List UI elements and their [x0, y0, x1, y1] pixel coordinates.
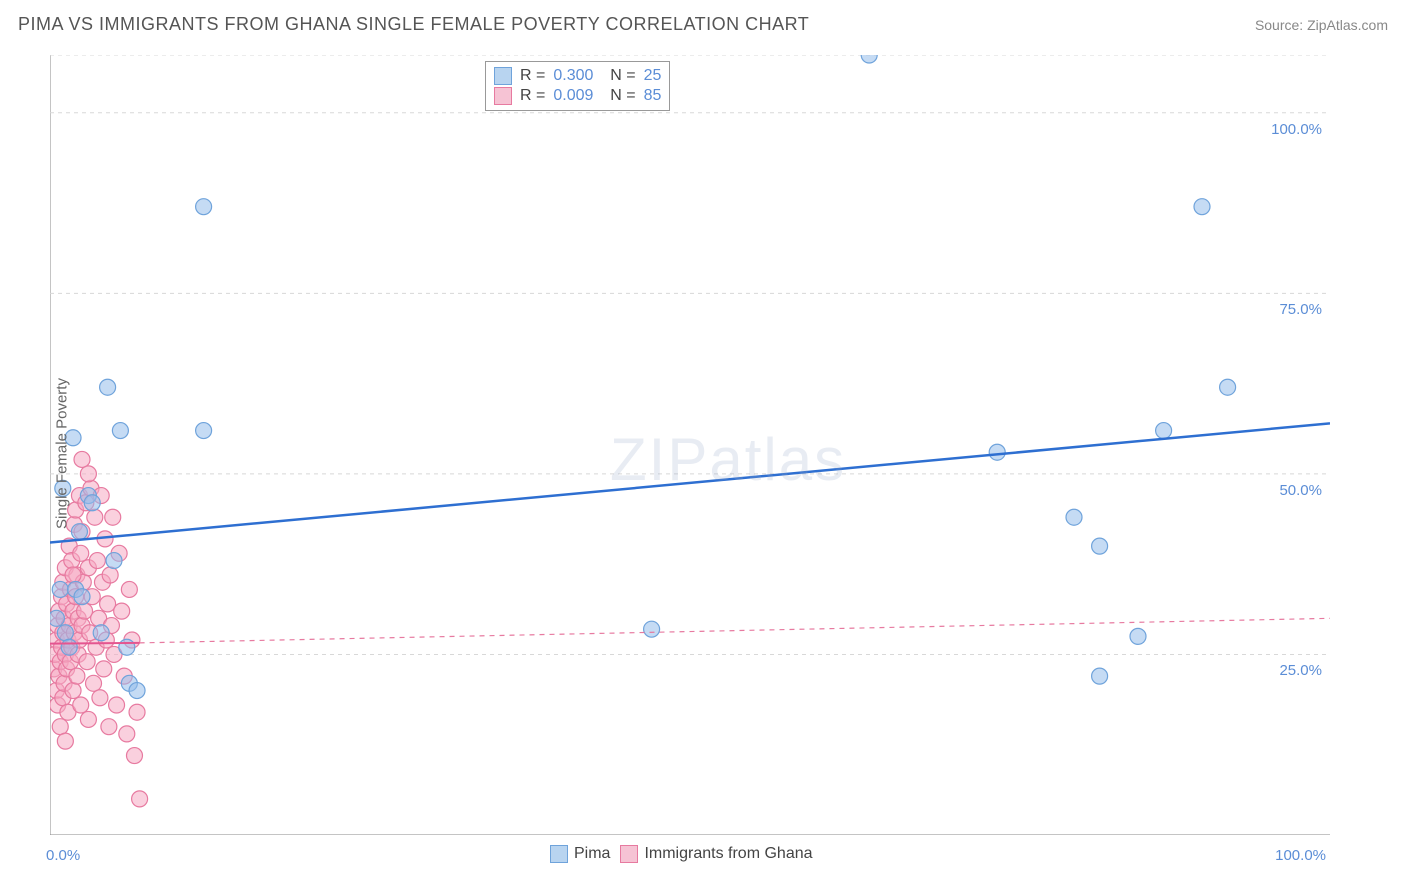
n-value: 85	[644, 87, 662, 105]
n-label: N =	[601, 67, 635, 85]
source-label: Source: ZipAtlas.com	[1255, 17, 1388, 33]
y-tick-label: 25.0%	[1279, 662, 1322, 679]
legend-label: Immigrants from Ghana	[644, 845, 812, 863]
correlation-stats-legend: R = 0.300 N = 25R = 0.009 N = 85	[485, 61, 670, 111]
n-label: N =	[601, 87, 635, 105]
x-tick-label: 0.0%	[46, 847, 80, 864]
stats-row: R = 0.009 N = 85	[492, 86, 663, 106]
r-value: 0.009	[553, 87, 593, 105]
y-tick-label: 100.0%	[1271, 121, 1322, 138]
chart-title: PIMA VS IMMIGRANTS FROM GHANA SINGLE FEM…	[18, 14, 809, 35]
stats-row: R = 0.300 N = 25	[492, 66, 663, 86]
series-swatch	[620, 845, 638, 863]
header: PIMA VS IMMIGRANTS FROM GHANA SINGLE FEM…	[0, 0, 1406, 45]
y-tick-label: 50.0%	[1279, 482, 1322, 499]
legend-item: Pima	[550, 845, 610, 863]
legend-label: Pima	[574, 845, 610, 863]
r-label: R =	[520, 67, 545, 85]
x-tick-label: 100.0%	[1275, 847, 1326, 864]
scatter-chart	[50, 55, 1330, 835]
legend-item: Immigrants from Ghana	[620, 845, 812, 863]
r-label: R =	[520, 87, 545, 105]
series-swatch	[494, 67, 512, 85]
series-legend: Pima Immigrants from Ghana	[550, 845, 813, 863]
n-value: 25	[644, 67, 662, 85]
chart-area: Single Female Poverty R = 0.300 N = 25R …	[50, 55, 1330, 835]
r-value: 0.300	[553, 67, 593, 85]
y-tick-label: 75.0%	[1279, 301, 1322, 318]
series-swatch	[494, 87, 512, 105]
y-axis-label: Single Female Poverty	[54, 378, 71, 529]
series-swatch	[550, 845, 568, 863]
